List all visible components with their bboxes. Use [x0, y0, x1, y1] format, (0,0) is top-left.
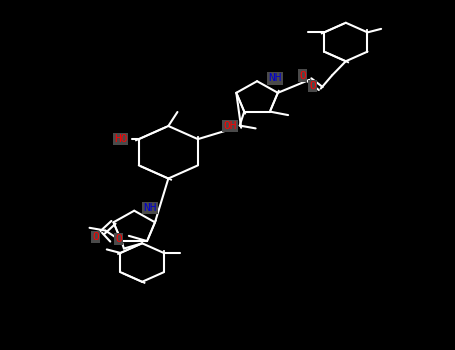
Text: O: O — [92, 232, 99, 242]
Text: HO: HO — [114, 134, 127, 144]
Text: O: O — [309, 81, 316, 91]
Text: O: O — [299, 71, 306, 80]
Text: NH: NH — [268, 74, 282, 83]
Text: OH: OH — [223, 121, 237, 131]
Text: NH: NH — [143, 203, 157, 213]
Text: O: O — [115, 234, 122, 244]
